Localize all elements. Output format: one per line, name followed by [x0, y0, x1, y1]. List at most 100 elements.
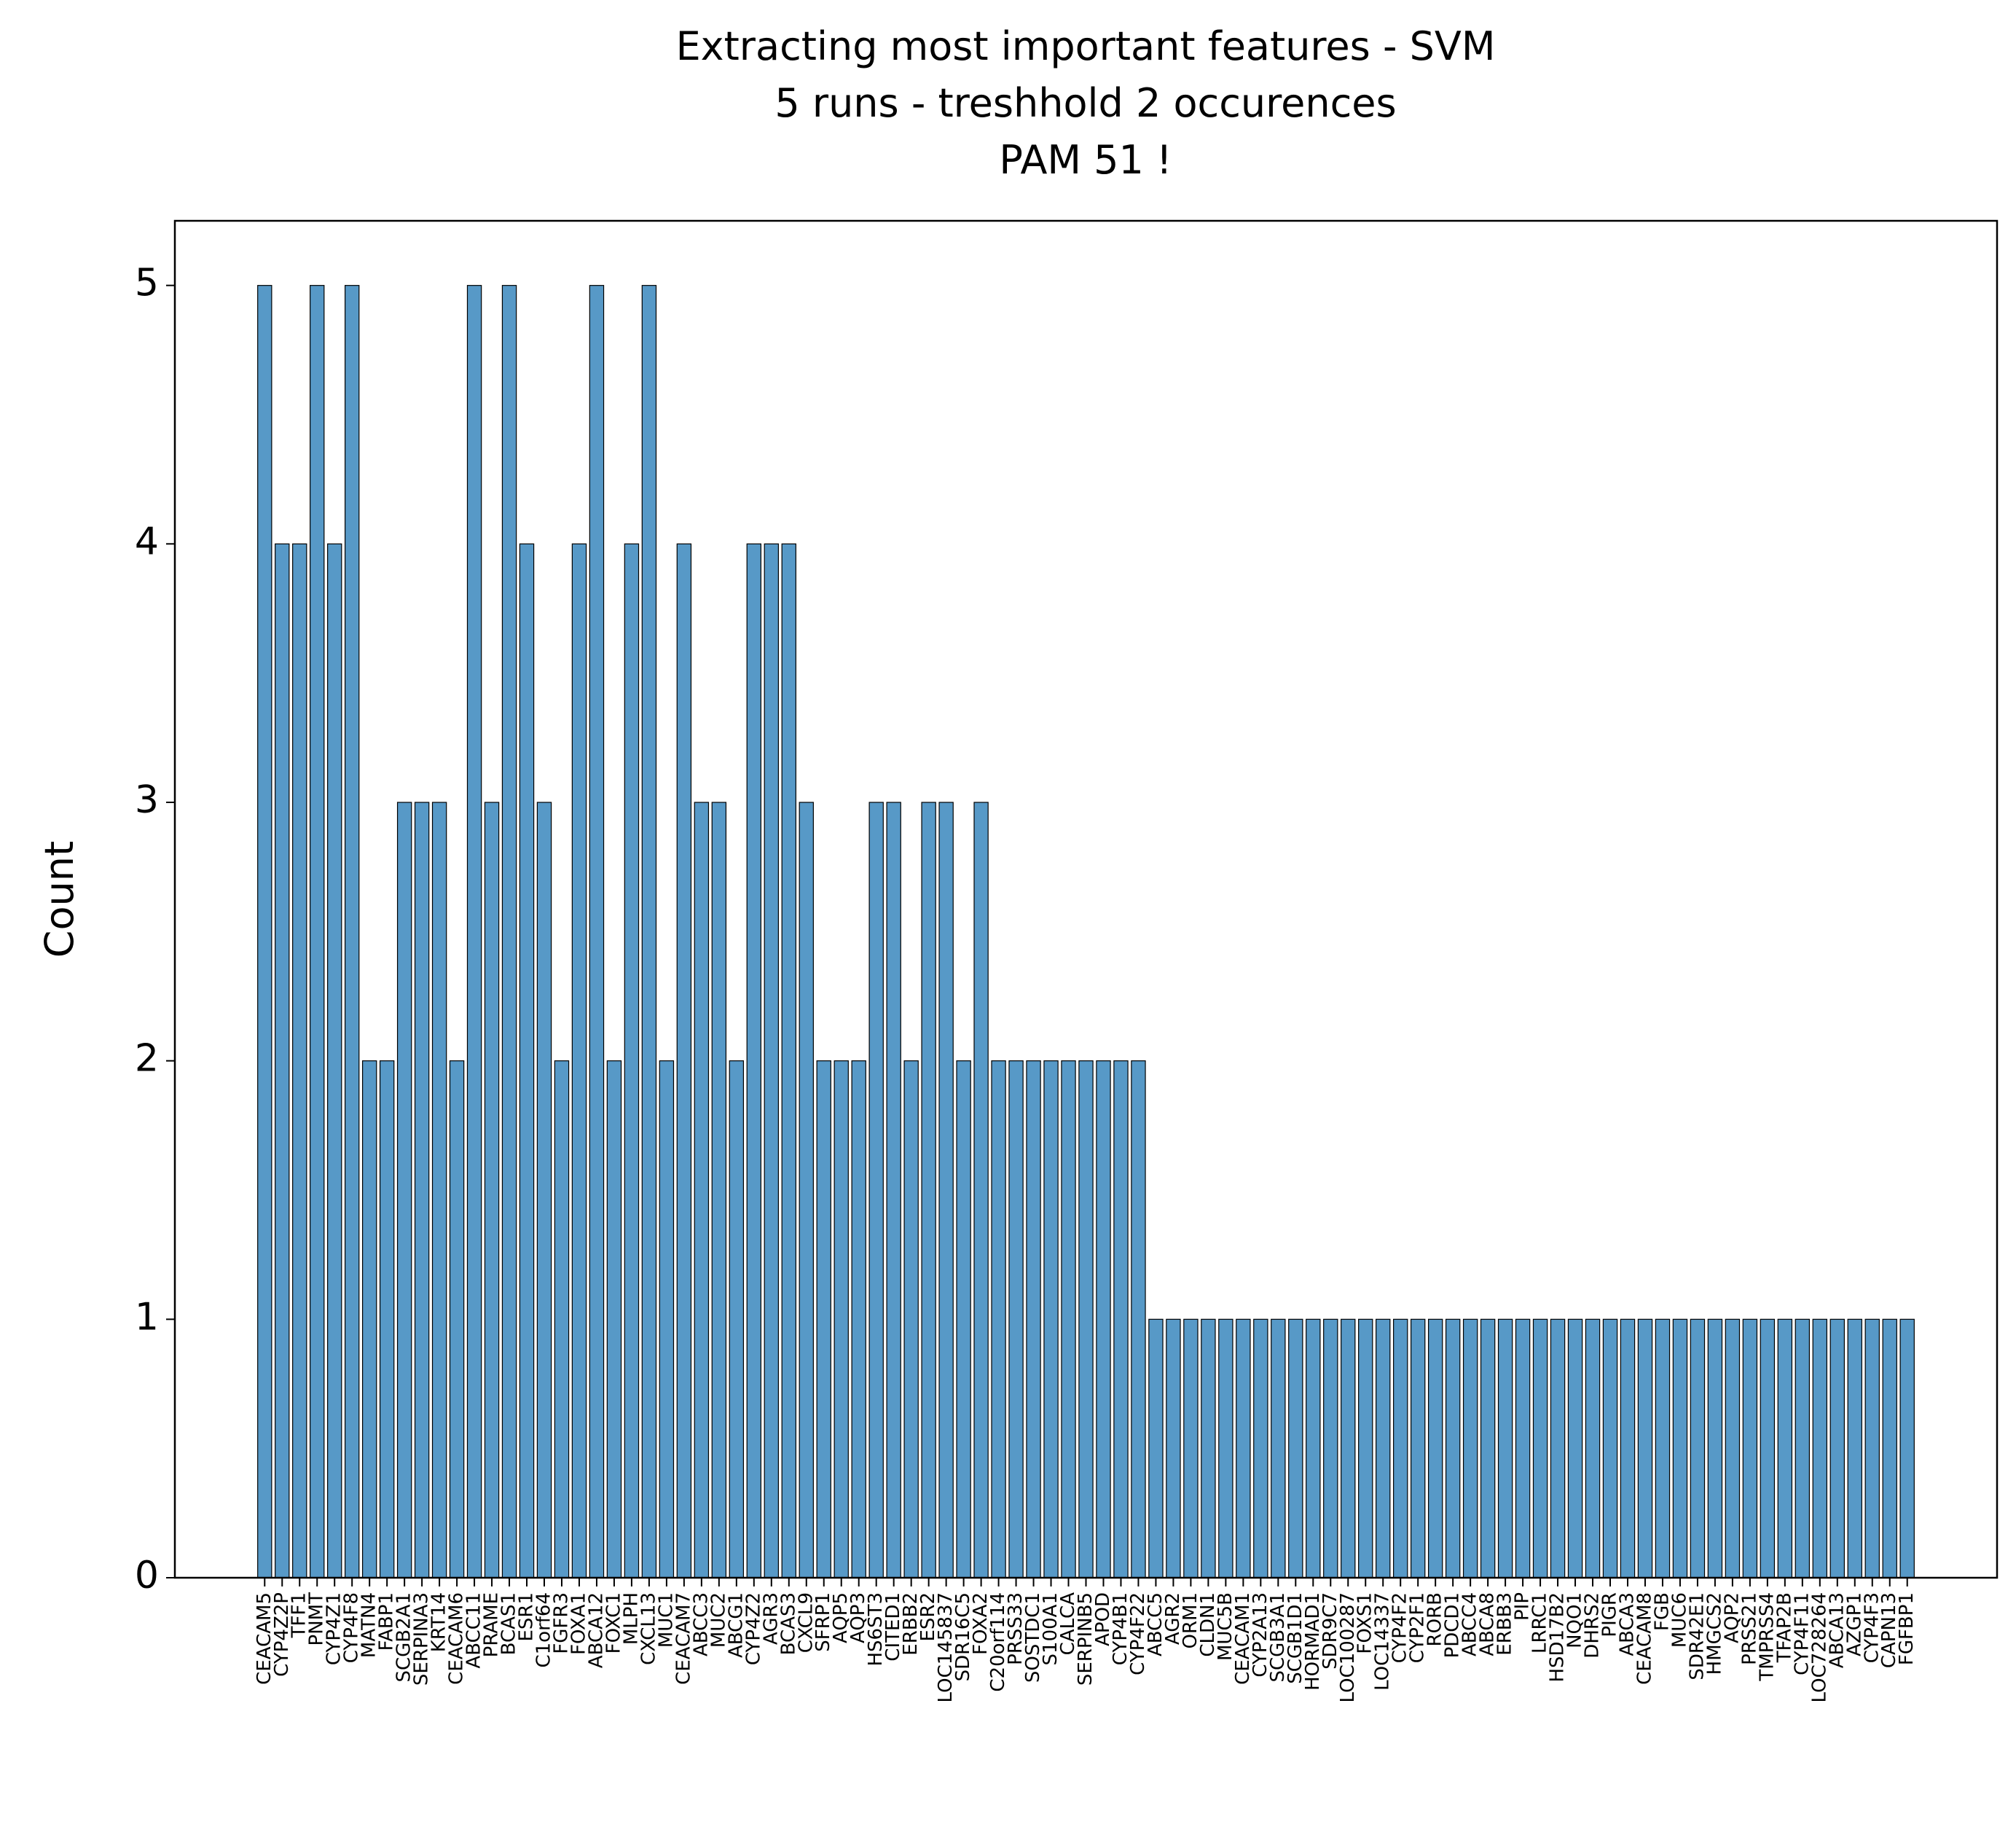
bar [1567, 1318, 1583, 1578]
bar [1148, 1318, 1164, 1578]
x-tick-label: C1orf64 [533, 1592, 555, 1668]
x-tick-label: PRAME [481, 1592, 503, 1657]
y-tick-label: 0 [135, 1554, 159, 1597]
x-tick-label: ABCA13 [1826, 1592, 1848, 1668]
bar [746, 543, 762, 1578]
bar [484, 802, 500, 1578]
x-tick-label: ABCC4 [1459, 1592, 1481, 1656]
x-tick-label: SFRP1 [812, 1592, 834, 1652]
x-tick-label: FOXS1 [1354, 1592, 1376, 1654]
chart-title: Extracting most important features - SVM [676, 23, 1496, 69]
x-tick-label: ABCC3 [690, 1592, 712, 1656]
x-tick-label: ABCA8 [1477, 1592, 1499, 1656]
x-tick-label: AQP3 [847, 1592, 869, 1643]
bar [327, 543, 342, 1578]
bar [1812, 1318, 1828, 1578]
x-tick-label: SDR42E1 [1686, 1592, 1708, 1680]
x-tick-label: MATN4 [358, 1592, 380, 1658]
bar [1760, 1318, 1776, 1578]
x-tick-label: SERPINA3 [411, 1592, 433, 1686]
bar [799, 802, 814, 1578]
bar [781, 543, 796, 1578]
x-tick-label: DHRS2 [1582, 1592, 1604, 1659]
x-tick-label: PNMT [306, 1592, 328, 1646]
x-tick-label: ERBB2 [900, 1592, 922, 1656]
bar [1515, 1318, 1531, 1578]
bar [344, 285, 360, 1578]
x-tick-label: SERPINB5 [1075, 1592, 1097, 1686]
x-tick-label: CYP4F8 [341, 1592, 363, 1663]
x-tick-label: AZGP1 [1843, 1592, 1865, 1656]
bar [1497, 1318, 1513, 1578]
bar [991, 1060, 1006, 1578]
x-tick-label: SCGB3A1 [1267, 1592, 1289, 1683]
x-tick-label: CYP4F3 [1861, 1592, 1883, 1663]
bar [1637, 1318, 1653, 1578]
bar [1742, 1318, 1758, 1578]
x-tick-label: CXCL9 [795, 1592, 817, 1653]
bar [921, 802, 936, 1578]
bar [1201, 1318, 1216, 1578]
x-tick-label: SOSTDC1 [1022, 1592, 1044, 1683]
bar [1078, 1060, 1094, 1578]
x-tick-label: ABCA3 [1616, 1592, 1638, 1656]
bar [431, 802, 447, 1578]
bar [1672, 1318, 1688, 1578]
bar [554, 1060, 570, 1578]
bar [1096, 1060, 1111, 1578]
bar [1026, 1060, 1041, 1578]
bar [1445, 1318, 1461, 1578]
bar [1829, 1318, 1845, 1578]
chart-subtitle: 5 runs - treshhold 2 occurences [774, 80, 1396, 126]
bar [1655, 1318, 1671, 1578]
x-tick-label: PIP [1512, 1592, 1534, 1621]
bar [1218, 1318, 1233, 1578]
x-tick-label: ESR2 [917, 1592, 939, 1642]
x-tick-label: TFAP2B [1773, 1592, 1795, 1663]
bar [938, 802, 954, 1578]
bar [1462, 1318, 1478, 1578]
x-tick-label: MUC5B [1215, 1592, 1236, 1661]
bar [292, 543, 307, 1578]
bar [1410, 1318, 1426, 1578]
bar [1847, 1318, 1862, 1578]
x-tick-label: CEACAM5 [254, 1592, 275, 1685]
bar [1602, 1318, 1618, 1578]
x-tick-label: CYP4F22 [1127, 1592, 1149, 1675]
x-tick-label: MLPH [620, 1592, 642, 1645]
bar [851, 1060, 866, 1578]
bar [1183, 1318, 1199, 1578]
x-tick-label: PDCD1 [1442, 1592, 1464, 1658]
chart-subtitle: PAM 51 ! [999, 137, 1172, 183]
x-tick-label: KRT14 [428, 1592, 450, 1652]
x-tick-label: TFF1 [289, 1592, 310, 1638]
x-tick-label: ORM1 [1180, 1592, 1201, 1649]
bar [1113, 1060, 1129, 1578]
bar [1131, 1060, 1146, 1578]
bar [466, 285, 482, 1578]
bar [501, 285, 517, 1578]
bar [973, 802, 989, 1578]
x-tick-label: BCAS1 [498, 1592, 520, 1655]
x-tick-label: AQP5 [830, 1592, 852, 1643]
x-tick-label: HS6ST3 [865, 1592, 887, 1667]
y-tick-label: 1 [135, 1295, 159, 1339]
bar [1427, 1318, 1443, 1578]
x-tick-label: MUC6 [1668, 1592, 1690, 1648]
x-tick-label: FOXA1 [568, 1592, 589, 1655]
x-tick-label: CYP4Z1 [323, 1592, 345, 1665]
x-tick-label: PRSS21 [1738, 1592, 1760, 1665]
x-tick-label: CEACAM8 [1633, 1592, 1655, 1685]
bar [1864, 1318, 1880, 1578]
x-tick-label: FGFBP1 [1896, 1592, 1918, 1665]
x-tick-label: CEACAM7 [672, 1592, 694, 1685]
x-tick-label: CYP4Z2P [271, 1592, 293, 1677]
bar [379, 1060, 395, 1578]
bar [414, 802, 430, 1578]
x-tick-label: MUC2 [707, 1592, 729, 1648]
x-tick-label: AGR3 [760, 1592, 782, 1645]
bar [886, 802, 901, 1578]
bar [1323, 1318, 1338, 1578]
x-tick-label: LOC145837 [935, 1592, 957, 1702]
